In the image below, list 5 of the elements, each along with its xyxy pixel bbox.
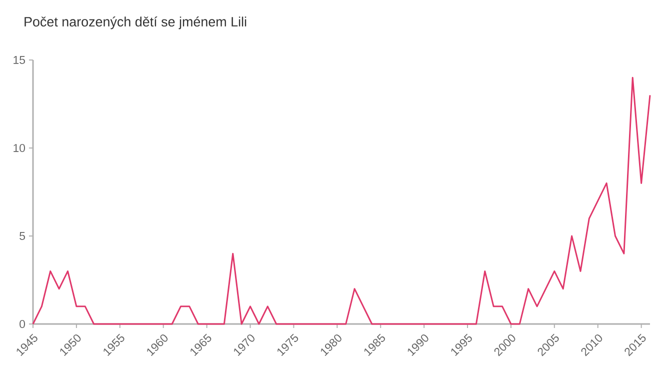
- y-tick-label: 15: [14, 56, 25, 64]
- y-tick-label: 5: [20, 232, 25, 240]
- y-tick-label: 10: [14, 144, 26, 152]
- chart-title: Počet narozených dětí se jménem Lili: [24, 16, 246, 30]
- y-tick-label: 0: [20, 320, 26, 328]
